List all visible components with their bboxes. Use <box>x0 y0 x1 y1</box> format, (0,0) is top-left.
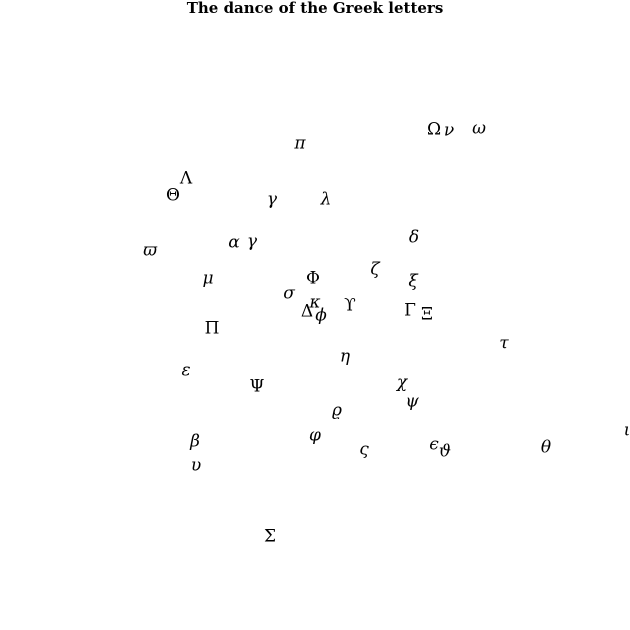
greek-letter-eta: η <box>339 346 351 367</box>
greek-letter-varpi: ϖ <box>143 240 157 261</box>
greek-letter-psi: ψ <box>405 391 419 412</box>
greek-letter-delta: δ <box>408 227 420 248</box>
greek-letter-upsilon: υ <box>190 455 202 476</box>
greek-letter-varsigma: ς <box>359 439 369 460</box>
greek-letter-Psi: Ψ <box>249 376 265 397</box>
greek-letter-theta: θ <box>540 437 552 458</box>
greek-letter-sigma: σ <box>283 283 295 304</box>
greek-letter-beta: β <box>190 431 200 452</box>
greek-letter-varepsilon: ε <box>181 360 191 381</box>
greek-letter-epsilon: ϵ <box>429 434 439 455</box>
greek-letter-tau: τ <box>499 333 509 354</box>
greek-letter-Xi: Ξ <box>421 304 433 325</box>
greek-letter-Pi: Π <box>204 318 220 339</box>
greek-letter-xi: ξ <box>408 271 418 292</box>
greek-letter-Lambda: Λ <box>179 168 193 189</box>
greek-letter-lambda: λ <box>320 189 332 210</box>
greek-letter-alpha: α <box>228 232 240 253</box>
greek-letter-Sigma: Σ <box>263 526 277 547</box>
greek-letter-pi: π <box>294 133 306 154</box>
greek-letter-varphi: φ <box>309 425 321 446</box>
figure-title: The dance of the Greek letters <box>186 0 444 17</box>
greek-letter-mu: μ <box>202 268 214 289</box>
greek-letter-Omega: Ω <box>426 119 442 140</box>
greek-letter-zeta: ζ <box>370 259 380 280</box>
greek-letter-gamma-1: γ <box>266 189 278 210</box>
greek-letter-kappa: κ <box>309 292 321 313</box>
greek-letter-omega: ω <box>472 118 486 139</box>
greek-letter-Gamma: Γ <box>404 300 416 321</box>
greek-letter-iota: ι <box>623 420 630 441</box>
greek-letter-Upsilon: ϒ <box>344 295 356 316</box>
greek-letter-phi: ϕ <box>315 305 327 326</box>
greek-letter-Phi: Φ <box>306 268 320 289</box>
greek-letter-chi: χ <box>396 372 408 393</box>
greek-letter-Delta: Δ <box>300 301 314 322</box>
greek-letter-vartheta: ϑ <box>438 441 452 462</box>
greek-letter-gamma-2: γ <box>246 231 258 252</box>
greek-letter-varrho: ϱ <box>332 400 342 421</box>
greek-letter-nu: ν <box>443 120 455 141</box>
greek-letter-Theta: Θ <box>166 185 180 206</box>
